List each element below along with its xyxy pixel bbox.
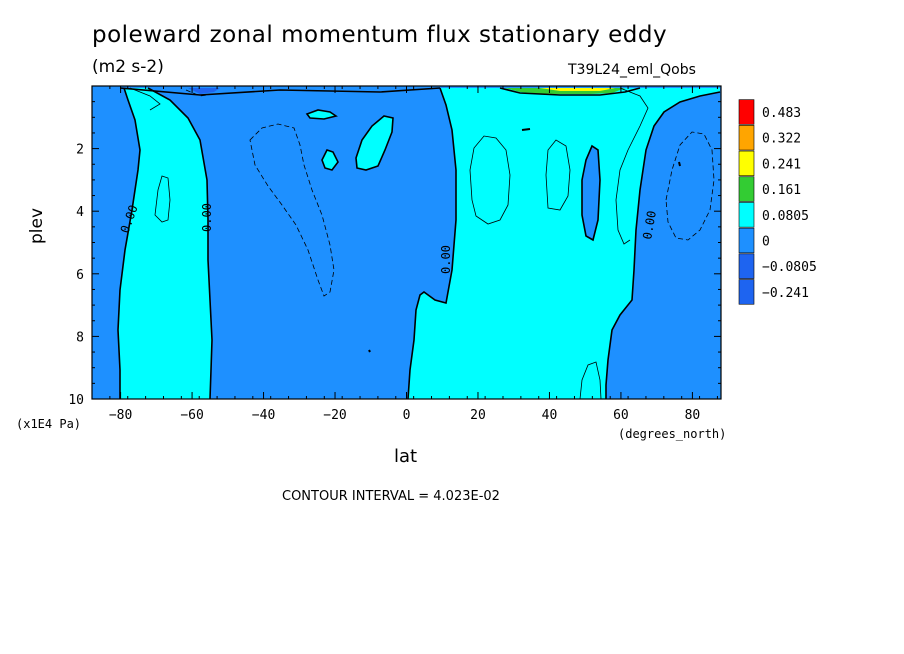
x-tick-label: 40 — [542, 408, 558, 423]
colorbar-label: 0.483 — [762, 106, 801, 121]
negative-contour-b — [665, 131, 715, 241]
colorbar-swatch — [738, 227, 755, 254]
y-axis-units: (x1E4 Pa) — [16, 417, 82, 431]
axis-ticks: −80 −60 −40 −20 0 20 40 60 80 2 4 6 8 10 — [68, 86, 721, 423]
y-tick-label: 8 — [76, 330, 84, 345]
contour-dot-c — [678, 161, 681, 167]
negative-fill-top — [188, 88, 220, 94]
colorbar: 0.483 0.322 0.241 0.161 0.0805 0 −0.0805 −0.241 — [738, 99, 817, 305]
zero-contour-patch-a — [355, 115, 394, 171]
x-tick-label: 20 — [470, 408, 486, 423]
chart-units: (m2 s-2) — [92, 57, 164, 77]
zero-contours — [117, 87, 721, 400]
colorbar-label: 0.322 — [762, 132, 801, 147]
colorbar-label: 0.241 — [762, 157, 801, 172]
positive-contour-a — [154, 175, 171, 223]
contour-dot-b — [368, 349, 371, 353]
colorbar-label: 0.0805 — [762, 209, 809, 224]
positive-fill-main — [408, 88, 720, 399]
chart-title: poleward zonal momentum flux stationary … — [92, 22, 668, 48]
colorbar-swatch — [738, 125, 755, 151]
negative-fill-cell — [582, 146, 600, 240]
negative-contour-c — [185, 89, 215, 97]
x-tick-label: 0 — [403, 408, 411, 423]
zero-contour-patch-c — [305, 109, 338, 120]
zero-contour-equator — [407, 87, 457, 400]
y-tick-label: 10 — [68, 393, 84, 408]
zero-contour-south-west — [117, 87, 141, 399]
contour-interval: CONTOUR INTERVAL = 4.023E-02 — [282, 489, 500, 504]
positive-contour-d — [579, 361, 602, 400]
positive-fill-patch-a — [356, 116, 393, 170]
colorbar-label: 0 — [762, 235, 770, 250]
x-tick-label: −60 — [180, 408, 203, 423]
x-axis-label: lat — [394, 446, 418, 467]
y-tick-label: 4 — [76, 205, 84, 220]
colorbar-label: −0.241 — [762, 286, 809, 301]
zero-contour-patch-b — [321, 149, 339, 171]
negative-contour-a — [249, 123, 335, 297]
colorbar-swatch — [738, 99, 755, 125]
y-tick-label: 2 — [76, 143, 84, 158]
x-tick-label: −80 — [109, 408, 132, 423]
x-tick-label: 60 — [613, 408, 629, 423]
colorbar-label: 0.161 — [762, 183, 801, 198]
positive-contour-c — [545, 139, 571, 211]
run-label: T39L24_eml_Qobs — [568, 62, 696, 78]
colorbar-swatch — [738, 150, 755, 177]
contour-dot-a — [521, 128, 531, 131]
x-tick-label: −40 — [252, 408, 275, 423]
colorbar-label: −0.0805 — [762, 260, 817, 275]
x-tick-label: −20 — [323, 408, 346, 423]
positive-contour-e — [615, 87, 649, 245]
x-tick-label: 80 — [685, 408, 701, 423]
zero-contour-south-east — [147, 87, 213, 400]
zero-contour-north — [605, 91, 721, 399]
positive-contour-f — [129, 87, 161, 111]
positive-contour-b — [469, 135, 511, 225]
contour-label: 0.00 — [200, 203, 214, 232]
colorbar-swatch — [738, 279, 755, 305]
zero-contour-top-left — [119, 87, 441, 96]
zero-contour-cell — [581, 144, 601, 242]
positive-fill-band-south — [118, 88, 212, 399]
x-axis-units: (degrees_north) — [618, 427, 727, 441]
negative-contours — [185, 89, 715, 297]
y-tick-label: 6 — [76, 268, 84, 283]
colorbar-swatch — [738, 253, 755, 279]
positive-fill-top-yellow — [540, 88, 615, 91]
colorbar-swatch — [738, 202, 755, 228]
plot-area: 0.00 0.00 0.00 0.00 −80 −60 −40 −20 0 20 40 60 8… — [68, 85, 722, 423]
contour-label: 0.00 — [640, 210, 659, 241]
contour-label: 0.00 — [439, 245, 453, 274]
colorbar-swatch — [738, 176, 755, 202]
positive-contours — [129, 87, 649, 400]
